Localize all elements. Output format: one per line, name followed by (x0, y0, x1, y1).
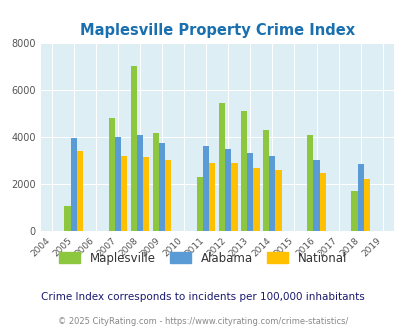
Bar (136, 135, 143, 231)
Bar (158, 143, 165, 231)
Bar (275, 170, 281, 231)
Bar (247, 153, 253, 231)
Text: © 2025 CityRating.com - https://www.cityrating.com/crime-statistics/: © 2025 CityRating.com - https://www.city… (58, 317, 347, 326)
Bar (115, 137, 121, 231)
Bar (130, 66, 136, 231)
Bar (202, 147, 209, 231)
Bar (313, 160, 319, 231)
Bar (307, 135, 313, 231)
Bar (70, 138, 77, 231)
Bar (108, 118, 115, 231)
Bar (152, 133, 158, 231)
Bar (351, 191, 357, 231)
Bar (231, 163, 237, 231)
Bar (253, 168, 259, 231)
Bar (165, 160, 171, 231)
Bar (77, 151, 83, 231)
Bar (363, 179, 369, 231)
Title: Maplesville Property Crime Index: Maplesville Property Crime Index (79, 22, 354, 38)
Legend: Maplesville, Alabama, National: Maplesville, Alabama, National (54, 247, 351, 269)
Bar (218, 103, 225, 231)
Bar (121, 156, 127, 231)
Bar (241, 111, 247, 231)
Bar (269, 156, 275, 231)
Bar (225, 149, 231, 231)
Bar (143, 157, 149, 231)
Bar (196, 177, 202, 231)
Bar (64, 206, 70, 231)
Bar (319, 173, 325, 231)
Text: Crime Index corresponds to incidents per 100,000 inhabitants: Crime Index corresponds to incidents per… (41, 292, 364, 302)
Bar (357, 164, 363, 231)
Bar (262, 130, 269, 231)
Bar (209, 163, 215, 231)
